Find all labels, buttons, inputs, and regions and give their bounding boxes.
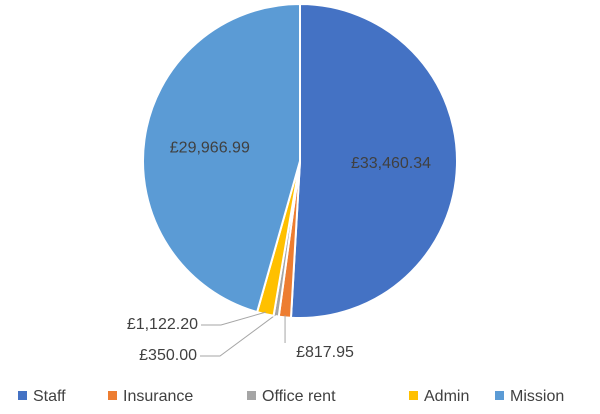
legend-label: Mission [510,388,564,405]
data-label: £33,460.34 [351,155,431,172]
pie-slice [289,2,459,319]
legend-label: Insurance [123,388,193,405]
leader-line [201,311,266,326]
pie-slice [142,2,301,314]
legend-swatch [18,391,27,400]
legend-label: Staff [33,388,66,405]
leader-line [200,313,277,357]
data-label: £817.95 [296,344,354,361]
legend-label: Office rent [262,388,336,405]
legend-swatch [108,391,117,400]
legend-swatch [409,391,418,400]
data-label: £29,966.99 [170,140,250,157]
data-label: £1,122.20 [127,316,198,333]
data-label: £350.00 [139,347,197,364]
legend-label: Admin [424,388,469,405]
legend-swatch [495,391,504,400]
legend-swatch [247,391,256,400]
